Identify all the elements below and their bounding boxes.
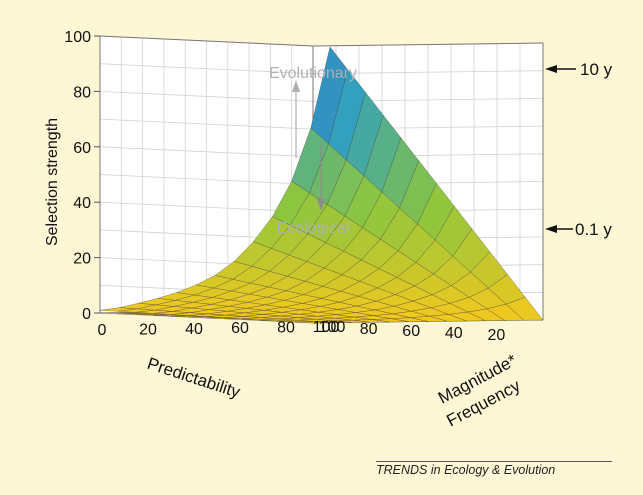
axis-edge bbox=[99, 35, 314, 47]
series-marker-01y: 0.1 y bbox=[545, 220, 612, 239]
x-axis-label: Predictability bbox=[145, 354, 243, 402]
x-tick-label: 80 bbox=[360, 321, 378, 338]
y-tick-label: 80 bbox=[277, 320, 295, 337]
surface-patch bbox=[295, 321, 333, 324]
x-tick-label: 40 bbox=[445, 325, 463, 342]
ecological-annotation: Ecological bbox=[277, 145, 350, 237]
y-tick-label: 60 bbox=[231, 320, 249, 337]
y-tick-label: 0 bbox=[98, 322, 107, 339]
axis-edge bbox=[312, 42, 544, 47]
marker-01y-label: 0.1 y bbox=[575, 220, 612, 239]
ecological-label: Ecological bbox=[277, 220, 350, 237]
surface-series-10-y bbox=[99, 46, 544, 324]
x-tick-label: 100 bbox=[313, 319, 340, 336]
z-tick-label: 20 bbox=[73, 251, 91, 268]
z-tick-label: 0 bbox=[82, 306, 91, 323]
x-tick-label: 20 bbox=[488, 327, 506, 344]
series-marker-10y: 10 y bbox=[545, 60, 613, 79]
marker-01y-arrow-icon bbox=[545, 225, 557, 233]
z-axis-label: Selection strength bbox=[44, 118, 61, 246]
tick-labels: 0 20 40 60 80 100 20 40 60 80 100 0 20 40 60 80 100 bbox=[64, 29, 505, 344]
surfaces bbox=[99, 46, 544, 324]
down-arrow-icon bbox=[317, 199, 325, 211]
up-arrow-icon bbox=[292, 80, 300, 92]
marker-10y-arrow-icon bbox=[545, 65, 557, 73]
y-tick-label: 20 bbox=[139, 321, 157, 338]
credit-line: TRENDS in Ecology & Evolution bbox=[376, 461, 612, 477]
z-tick-label: 100 bbox=[64, 29, 91, 46]
z-tick-label: 40 bbox=[73, 195, 91, 212]
z-tick-label: 60 bbox=[73, 140, 91, 157]
evolutionary-label: Evolutionary bbox=[269, 65, 357, 82]
y-tick-label: 40 bbox=[185, 321, 203, 338]
x-tick-label: 60 bbox=[402, 323, 420, 340]
marker-10y-label: 10 y bbox=[580, 60, 613, 79]
y-tick-label: 100 bbox=[319, 319, 346, 336]
z-tick-label: 80 bbox=[73, 84, 91, 101]
evolutionary-annotation: Evolutionary bbox=[269, 65, 357, 158]
